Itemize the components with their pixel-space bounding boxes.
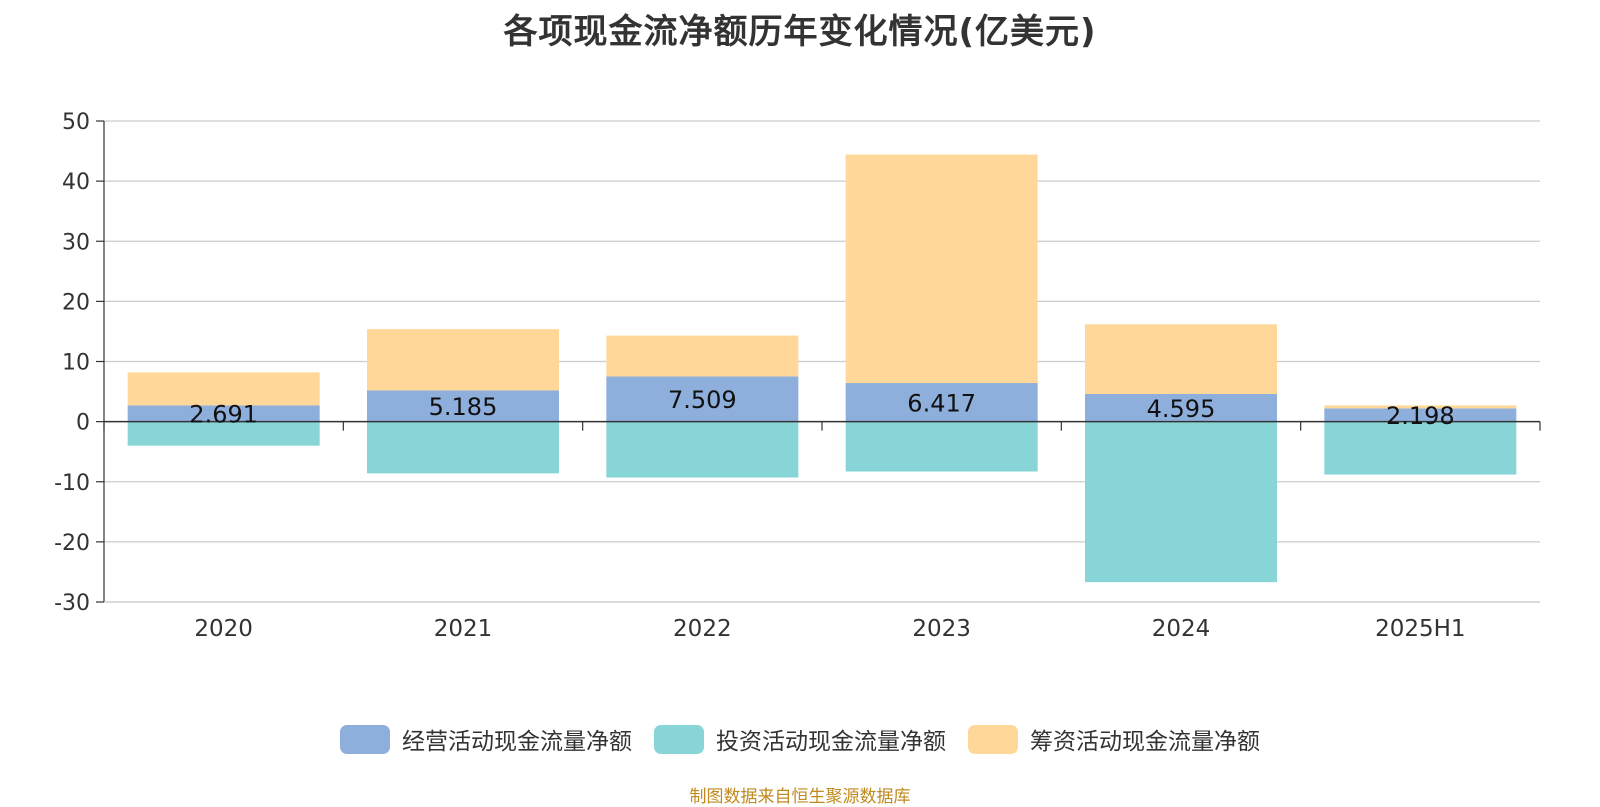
bar-investing — [845, 421, 1038, 472]
y-tick-label: 0 — [76, 411, 90, 436]
y-tick-label: 20 — [62, 290, 90, 315]
y-tick-label: -30 — [54, 591, 90, 616]
bar-operating — [1085, 393, 1277, 422]
bars-layer — [127, 154, 1517, 583]
legend-label-operating: 经营活动现金流量净额 — [402, 729, 632, 755]
data-label: 5.185 — [429, 393, 498, 421]
x-tick-label: 2024 — [1152, 616, 1211, 642]
bar-operating — [845, 383, 1038, 422]
legend-swatch-investing — [654, 724, 704, 754]
labels-layer: 2020 2021 2022 2023 2024 2025H1 2.691 5.185 7.50… — [189, 386, 1465, 642]
data-label: 7.509 — [668, 386, 737, 414]
chart-title: 各项现金流净额历年变化情况(亿美元) — [503, 12, 1097, 52]
axes-layer: 50 40 30 20 10 0 -10 -20 -30 — [54, 110, 1541, 616]
legend-swatch-financing — [968, 724, 1018, 754]
y-tick-label: 10 — [62, 351, 90, 376]
data-label: 6.417 — [907, 389, 976, 417]
grid-lines — [104, 120, 1540, 603]
bar-operating — [606, 376, 799, 422]
y-tick-label: 50 — [62, 110, 90, 135]
legend-swatch-operating — [340, 724, 390, 754]
y-tick-label: 30 — [62, 230, 90, 255]
legend-item-financing[interactable]: 筹资活动现金流量净额 — [968, 722, 1260, 756]
bar-operating — [127, 405, 320, 422]
bar-operating — [367, 390, 559, 422]
legend: 经营活动现金流量净额 投资活动现金流量净额 筹资活动现金流量净额 — [0, 722, 1600, 756]
legend-label-financing: 筹资活动现金流量净额 — [1030, 729, 1260, 755]
x-tick-label: 2025H1 — [1375, 616, 1465, 642]
bar-financing — [606, 335, 799, 377]
x-tick-label: 2020 — [194, 616, 253, 642]
bar-financing — [1324, 405, 1517, 409]
bar-investing — [1085, 421, 1277, 583]
y-tick-label: -20 — [54, 531, 90, 556]
bar-investing — [367, 421, 559, 474]
bar-financing — [845, 154, 1038, 384]
bar-operating — [1324, 408, 1517, 422]
data-label: 2.691 — [189, 401, 258, 429]
x-tick-label: 2023 — [912, 616, 971, 642]
legend-label-investing: 投资活动现金流量净额 — [716, 729, 946, 755]
x-tick-label: 2022 — [673, 616, 732, 642]
legend-item-operating[interactable]: 经营活动现金流量净额 — [340, 722, 632, 756]
data-label: 2.198 — [1386, 402, 1455, 430]
bar-investing — [606, 421, 799, 478]
source-note: 制图数据来自恒生聚源数据库 — [689, 787, 911, 807]
bar-investing — [1324, 421, 1517, 475]
bar-financing — [367, 329, 559, 391]
y-tick-label: 40 — [62, 170, 90, 195]
legend-item-investing[interactable]: 投资活动现金流量净额 — [654, 722, 946, 756]
bar-investing — [127, 421, 320, 446]
bar-financing — [1085, 324, 1277, 394]
x-tick-label: 2021 — [434, 616, 493, 642]
data-label: 4.595 — [1147, 395, 1216, 423]
bar-financing — [127, 372, 320, 406]
y-tick-label: -10 — [54, 471, 90, 496]
